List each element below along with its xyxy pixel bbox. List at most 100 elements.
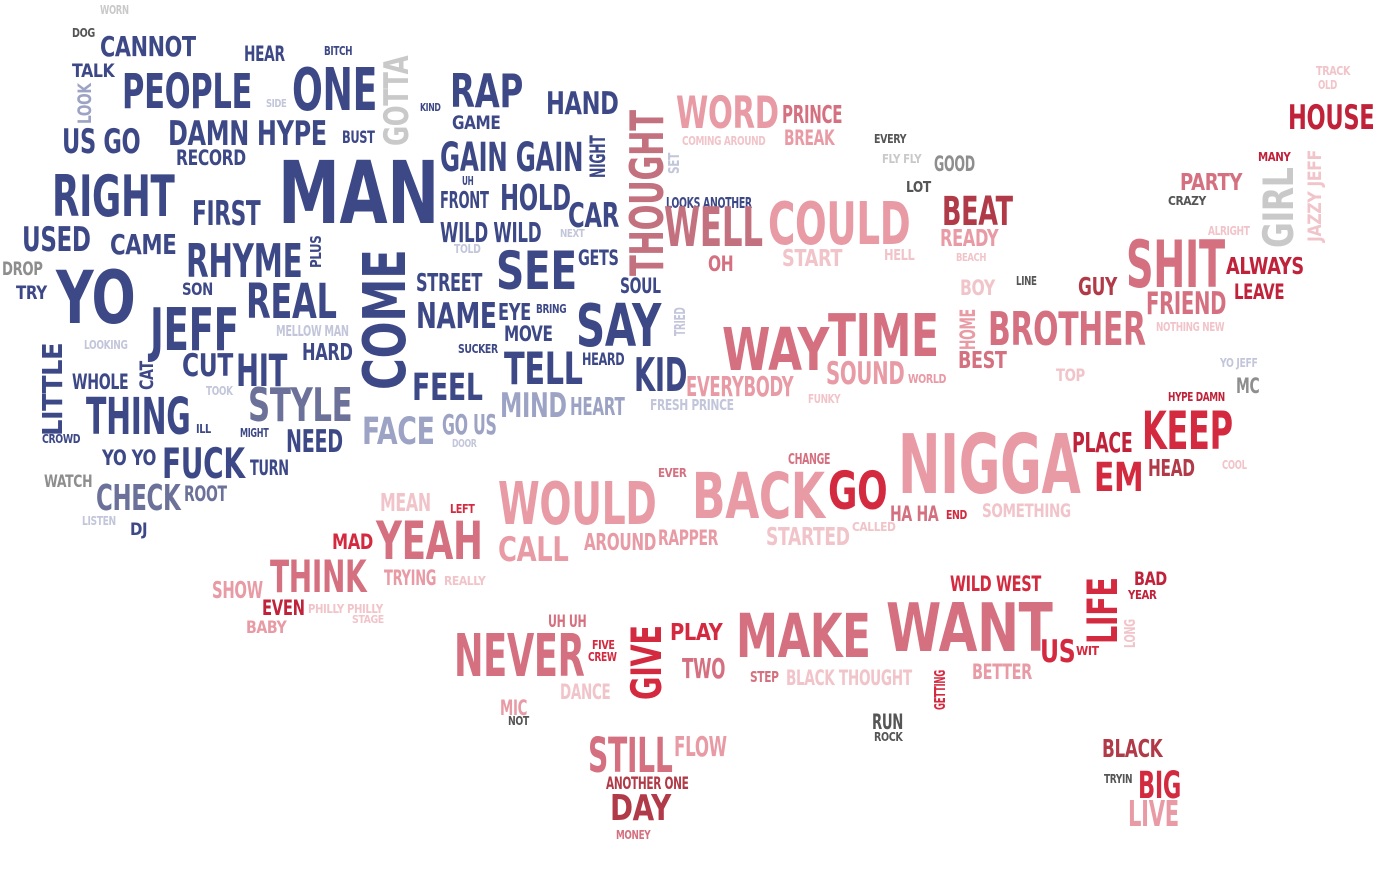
word-money: MONEY [616, 826, 651, 842]
word-ill: ILL [196, 420, 211, 436]
word-one: ONE [292, 55, 378, 125]
word-time: TIME [828, 301, 939, 371]
word-em: EM [1094, 454, 1144, 501]
word-bad: BAD [1134, 568, 1167, 591]
word-long: LONG [1122, 619, 1139, 648]
word-start: START [782, 246, 843, 273]
word-could: COULD [768, 189, 911, 259]
word-right: RIGHT [52, 164, 175, 231]
word-really: REALLY [444, 572, 486, 588]
word-yeah: YEAH [376, 510, 483, 572]
word-still: STILL [588, 728, 673, 785]
word-go-us: GO US [442, 409, 497, 441]
word-hard: HARD [302, 340, 353, 367]
word-wild-west: WILD WEST [950, 572, 1041, 597]
word-something: SOMETHING [982, 500, 1071, 523]
word-girl: GIRL [1254, 167, 1303, 248]
word-cut: CUT [182, 348, 233, 385]
word-prince: PRINCE [782, 99, 843, 129]
word-looking: LOOKING [84, 336, 128, 352]
word-set: SET [666, 153, 683, 174]
word-listen: LISTEN [82, 512, 116, 528]
word-root: ROOT [184, 482, 227, 507]
word-fresh-prince: FRESH PRINCE [650, 396, 734, 414]
word-always: ALWAYS [1226, 254, 1304, 281]
word-want: WANT [886, 588, 1053, 667]
word-keep: KEEP [1142, 400, 1233, 462]
word-heard: HEARD [582, 348, 625, 369]
word-brother: BROTHER [988, 302, 1146, 357]
word-flow: FLOW [674, 731, 727, 763]
word-wild-wild: WILD WILD [440, 217, 542, 249]
word-nothing-new: NOTHING NEW [1156, 318, 1225, 334]
word-watch: WATCH [44, 470, 93, 491]
word-side: SIDE [266, 98, 287, 111]
word-mellow-man: MELLOW MAN [276, 322, 349, 340]
word-try: TRY [16, 282, 47, 305]
word-another-one: ANOTHER ONE [606, 772, 689, 793]
word-worn: WORN [100, 1, 129, 17]
word-cannot: CANNOT [100, 31, 196, 63]
word-hype-damn: HYPE DAMN [1168, 388, 1225, 404]
word-damn-hype: DAMN HYPE [168, 114, 327, 154]
word-yo: YO [56, 256, 136, 342]
word-called: CALLED [852, 518, 896, 534]
word-next: NEXT [560, 228, 585, 241]
word-son: SON [182, 278, 213, 299]
word-live: LIVE [1128, 794, 1179, 836]
word-came: CAME [110, 229, 177, 261]
word-told: TOLD [454, 240, 481, 256]
word-tried: TRIED [672, 307, 689, 336]
word-drop: DROP [2, 258, 43, 281]
word-boy: BOY [960, 276, 995, 301]
word-door: DOOR [452, 438, 477, 451]
word-well: WELL [664, 194, 763, 259]
word-thing: THING [86, 386, 191, 446]
word-hit: HIT [236, 346, 288, 398]
word-need: NEED [286, 424, 343, 461]
word-philly-philly: PHILLY PHILLY [308, 600, 383, 616]
word-cat: CAT [136, 361, 158, 390]
word-show: SHOW [212, 578, 263, 605]
word-street: STREET [416, 267, 483, 297]
word-mic: MIC [500, 696, 528, 721]
word-black-thought: BLACK THOUGHT [786, 666, 912, 691]
word-feel: FEEL [412, 364, 483, 409]
word-everybody: EVERYBODY [686, 371, 794, 403]
word-step: STEP [750, 668, 779, 686]
word-yo-yo: YO YO [102, 446, 157, 471]
word-stage: STAGE [352, 614, 384, 627]
word-little: LITTLE [38, 342, 69, 436]
word-dj: DJ [130, 518, 148, 539]
word-us-go: US GO [62, 122, 141, 162]
word-go: GO [828, 460, 888, 522]
word-rapper: RAPPER [658, 526, 719, 551]
word-game: GAME [452, 112, 501, 135]
word-ever: EVER [658, 464, 687, 480]
word-plus: PLUS [308, 235, 325, 268]
word-ready: READY [940, 226, 999, 253]
word-people: PEOPLE [122, 64, 253, 121]
word-dog: DOG [72, 24, 95, 40]
word-think: THINK [270, 552, 367, 604]
word-jeff: JEFF [150, 295, 239, 365]
word-shit: SHIT [1126, 227, 1225, 303]
word-bring: BRING [536, 300, 567, 316]
word-year: YEAR [1128, 586, 1157, 602]
word-word: WORD [676, 88, 779, 140]
word-mad: MAD [332, 530, 373, 555]
word-even: EVEN [262, 596, 305, 621]
word-crazy: CRAZY [1168, 192, 1206, 208]
word-track: TRACK [1316, 62, 1351, 78]
word-front: FRONT [440, 188, 489, 215]
word-ha-ha: HA HA [890, 502, 939, 527]
word-hell: HELL [884, 246, 915, 264]
word-around: AROUND [584, 530, 657, 557]
word-black: BLACK [1102, 733, 1163, 763]
word-fly-fly: FLY FLY [882, 150, 922, 166]
word-left: LEFT [450, 500, 475, 516]
word-better: BETTER [972, 660, 1032, 685]
word-hand: HAND [546, 86, 619, 123]
word-tell: TELL [504, 344, 583, 396]
word-never: NEVER [454, 621, 585, 691]
